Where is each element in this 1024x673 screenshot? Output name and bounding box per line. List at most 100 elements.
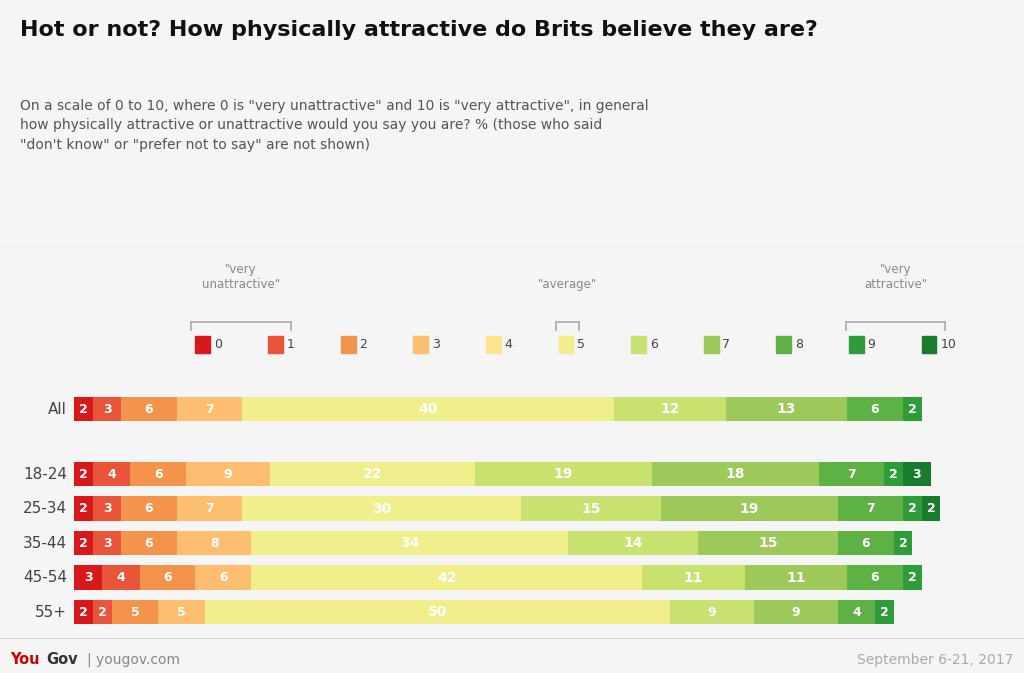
Text: On a scale of 0 to 10, where 0 is "very unattractive" and 10 is "very attractive: On a scale of 0 to 10, where 0 is "very … (20, 99, 649, 151)
Text: 15: 15 (758, 536, 778, 550)
Text: "average": "average" (538, 279, 597, 291)
Bar (703, 336, 719, 353)
Bar (903, 497, 922, 521)
Text: 8: 8 (210, 536, 218, 550)
Text: 18: 18 (726, 467, 745, 481)
Bar (196, 565, 251, 590)
Bar (726, 397, 847, 421)
Text: 19: 19 (739, 501, 759, 516)
Bar (177, 497, 242, 521)
Bar (922, 336, 937, 353)
Text: 3: 3 (912, 468, 922, 481)
Bar (196, 336, 210, 353)
Bar (475, 462, 651, 487)
Text: 6: 6 (861, 536, 870, 550)
Bar (93, 531, 121, 555)
Text: 40: 40 (419, 402, 438, 416)
Bar (270, 462, 475, 487)
Text: 30: 30 (372, 501, 391, 516)
Bar (698, 531, 838, 555)
Text: 2: 2 (98, 606, 106, 618)
Text: 2: 2 (80, 402, 88, 416)
Text: 5: 5 (131, 606, 139, 618)
Bar (121, 397, 177, 421)
Text: 7: 7 (722, 338, 730, 351)
Bar (251, 531, 568, 555)
Bar (242, 397, 614, 421)
Text: 3: 3 (102, 402, 112, 416)
Bar (75, 497, 93, 521)
Text: "very
attractive": "very attractive" (864, 263, 927, 291)
Bar (838, 600, 876, 625)
Text: 2: 2 (908, 502, 916, 515)
Text: 14: 14 (624, 536, 643, 550)
Text: 7: 7 (205, 402, 214, 416)
Bar (177, 531, 251, 555)
Bar (414, 336, 428, 353)
Bar (568, 531, 698, 555)
Text: 22: 22 (362, 467, 382, 481)
Bar (177, 397, 242, 421)
Bar (744, 565, 847, 590)
Bar (838, 531, 894, 555)
Text: Hot or not? How physically attractive do Brits believe they are?: Hot or not? How physically attractive do… (20, 20, 818, 40)
Bar (819, 462, 885, 487)
Text: 2: 2 (908, 571, 916, 584)
Text: 19: 19 (554, 467, 572, 481)
Text: 6: 6 (650, 338, 657, 351)
Text: | yougov.com: | yougov.com (87, 652, 180, 666)
Text: 6: 6 (870, 571, 880, 584)
Bar (631, 336, 646, 353)
Bar (93, 497, 121, 521)
Text: September 6-21, 2017: September 6-21, 2017 (857, 653, 1014, 666)
Bar (130, 462, 186, 487)
Text: 0: 0 (214, 338, 222, 351)
Text: 6: 6 (219, 571, 227, 584)
Text: 6: 6 (163, 571, 172, 584)
Text: 6: 6 (144, 536, 154, 550)
Text: 4: 4 (117, 571, 125, 584)
Bar (521, 497, 660, 521)
Bar (102, 565, 139, 590)
Bar (93, 462, 130, 487)
Text: You: You (10, 651, 40, 666)
Text: 3: 3 (102, 502, 112, 515)
Text: 2: 2 (880, 606, 889, 618)
Text: 50: 50 (428, 605, 447, 619)
Text: 4: 4 (108, 468, 116, 481)
Bar (242, 497, 521, 521)
Bar (159, 600, 205, 625)
Text: 7: 7 (205, 502, 214, 515)
Text: 1: 1 (287, 338, 295, 351)
Text: 3: 3 (102, 536, 112, 550)
Bar (205, 600, 671, 625)
Bar (75, 565, 102, 590)
Text: 6: 6 (870, 402, 880, 416)
Text: 25-34: 25-34 (23, 501, 67, 516)
Text: 45-54: 45-54 (23, 570, 67, 585)
Bar (776, 336, 792, 353)
Text: 2: 2 (80, 536, 88, 550)
Text: 9: 9 (792, 606, 800, 618)
Bar (876, 600, 894, 625)
Text: 10: 10 (940, 338, 956, 351)
Bar (642, 565, 744, 590)
Bar (558, 336, 573, 353)
Text: 34: 34 (400, 536, 419, 550)
Text: 6: 6 (144, 402, 154, 416)
Text: 9: 9 (224, 468, 232, 481)
Bar (838, 497, 903, 521)
Text: 55+: 55+ (35, 604, 67, 620)
Bar (75, 600, 93, 625)
Text: 5: 5 (177, 606, 186, 618)
Text: 15: 15 (582, 501, 601, 516)
Text: 7: 7 (866, 502, 874, 515)
Bar (847, 565, 903, 590)
Bar (486, 336, 501, 353)
Bar (903, 565, 922, 590)
Text: 5: 5 (578, 338, 585, 351)
Bar (885, 462, 903, 487)
Text: 13: 13 (777, 402, 797, 416)
Bar (341, 336, 355, 353)
Text: 2: 2 (899, 536, 907, 550)
